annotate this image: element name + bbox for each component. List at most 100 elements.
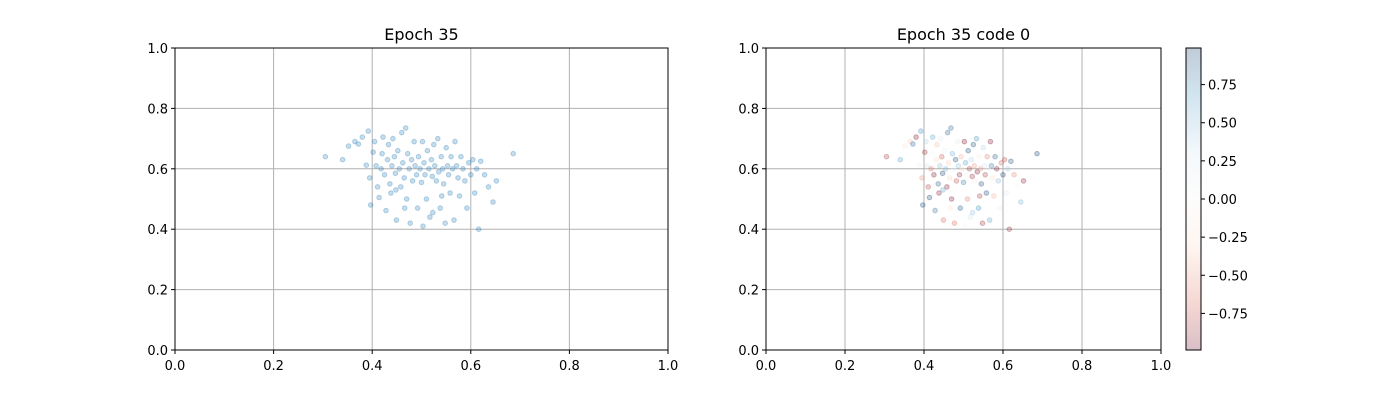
- data-point: [940, 187, 946, 193]
- data-point: [413, 172, 420, 178]
- data-point: [981, 163, 988, 169]
- data-point: [973, 135, 980, 142]
- data-point: [979, 220, 986, 226]
- data-point: [923, 138, 929, 145]
- data-point: [378, 166, 384, 172]
- data-point: [918, 128, 924, 134]
- data-point: [958, 153, 964, 160]
- data-point: [438, 193, 445, 199]
- axis-ticks: 0.00.0 0.2 0.2 0.4 0.4 0.6 0.6 0.8 0.8 1.0 1.0: [147, 42, 678, 374]
- data-point: [355, 141, 362, 147]
- data-point: [980, 144, 987, 151]
- data-point: [352, 138, 358, 145]
- data-point: [365, 128, 372, 134]
- data-point: [940, 217, 947, 223]
- data-point: [421, 160, 427, 166]
- data-point: [910, 141, 916, 147]
- scatter-points: [322, 125, 517, 232]
- x-tick-label: 1.0: [1151, 359, 1172, 374]
- data-point: [404, 150, 411, 157]
- x-tick-label: 0.2: [835, 359, 856, 374]
- data-point: [466, 160, 472, 166]
- data-point: [402, 125, 409, 131]
- data-point: [440, 181, 447, 187]
- data-point: [939, 170, 946, 177]
- y-tick-label: 0.0: [738, 344, 759, 359]
- data-point: [975, 205, 982, 211]
- data-point: [988, 163, 995, 169]
- data-point: [916, 162, 923, 168]
- data-point: [969, 209, 976, 216]
- data-point: [934, 141, 940, 148]
- x-tick-label: 0.6: [993, 359, 1014, 374]
- plot-frame: [174, 47, 669, 351]
- data-point: [448, 153, 454, 160]
- data-point: [936, 190, 942, 196]
- data-point: [385, 141, 392, 148]
- data-point: [970, 141, 977, 148]
- data-point: [398, 184, 404, 190]
- data-point: [920, 202, 926, 208]
- data-point: [897, 156, 904, 163]
- data-point: [407, 220, 414, 226]
- data-point: [955, 163, 962, 169]
- data-point: [1006, 226, 1013, 232]
- data-point: [947, 205, 953, 211]
- data-point: [429, 173, 436, 180]
- data-point: [907, 138, 914, 145]
- data-point: [1020, 178, 1027, 184]
- data-point: [946, 175, 953, 181]
- y-tick-label: 0.6: [738, 163, 759, 178]
- data-point: [944, 184, 950, 190]
- data-point: [452, 138, 458, 145]
- data-point: [455, 175, 461, 181]
- data-point: [462, 178, 468, 184]
- data-point: [950, 166, 957, 172]
- axis-ticks: 0.00.0 0.2 0.2 0.4 0.4 0.6 0.6 0.8 0.8 1.0 1.0: [738, 42, 1171, 374]
- x-tick-label: 0.8: [1072, 359, 1093, 374]
- data-point: [984, 153, 991, 160]
- y-tick-label: 0.4: [147, 223, 168, 238]
- data-point: [974, 169, 981, 175]
- x-tick-label: 0.4: [362, 359, 383, 374]
- data-point: [475, 226, 482, 232]
- data-point: [388, 190, 394, 196]
- data-point: [937, 135, 944, 142]
- data-point: [464, 205, 470, 211]
- data-point: [929, 134, 936, 140]
- data-point: [948, 125, 954, 131]
- data-point: [412, 163, 418, 169]
- data-point: [985, 166, 992, 172]
- y-tick-label: 0.2: [738, 284, 759, 299]
- data-point: [925, 184, 932, 190]
- data-point: [401, 205, 408, 211]
- data-point: [430, 209, 436, 216]
- colorbar-tick-label: 0.75: [1208, 79, 1237, 94]
- data-point: [453, 163, 460, 169]
- y-tick-label: 0.8: [738, 102, 759, 117]
- x-tick-label: 1.0: [658, 359, 679, 374]
- data-point: [944, 129, 951, 136]
- data-point: [956, 172, 963, 178]
- data-point: [381, 172, 388, 178]
- data-point: [419, 138, 426, 145]
- data-point: [1000, 172, 1006, 178]
- data-point: [951, 220, 958, 226]
- data-point: [408, 156, 415, 163]
- data-point: [473, 166, 480, 172]
- data-point: [423, 196, 430, 202]
- data-point: [400, 160, 406, 166]
- data-point: [401, 175, 408, 181]
- data-point: [983, 190, 990, 196]
- data-point: [967, 214, 974, 220]
- data-point: [395, 147, 401, 154]
- data-point: [929, 150, 935, 157]
- data-point: [987, 138, 994, 145]
- data-point: [1018, 199, 1024, 205]
- data-point: [1011, 172, 1017, 178]
- data-point: [417, 166, 423, 172]
- data-point: [399, 129, 405, 136]
- data-point: [481, 172, 488, 178]
- data-point: [928, 166, 934, 172]
- data-point: [406, 166, 413, 172]
